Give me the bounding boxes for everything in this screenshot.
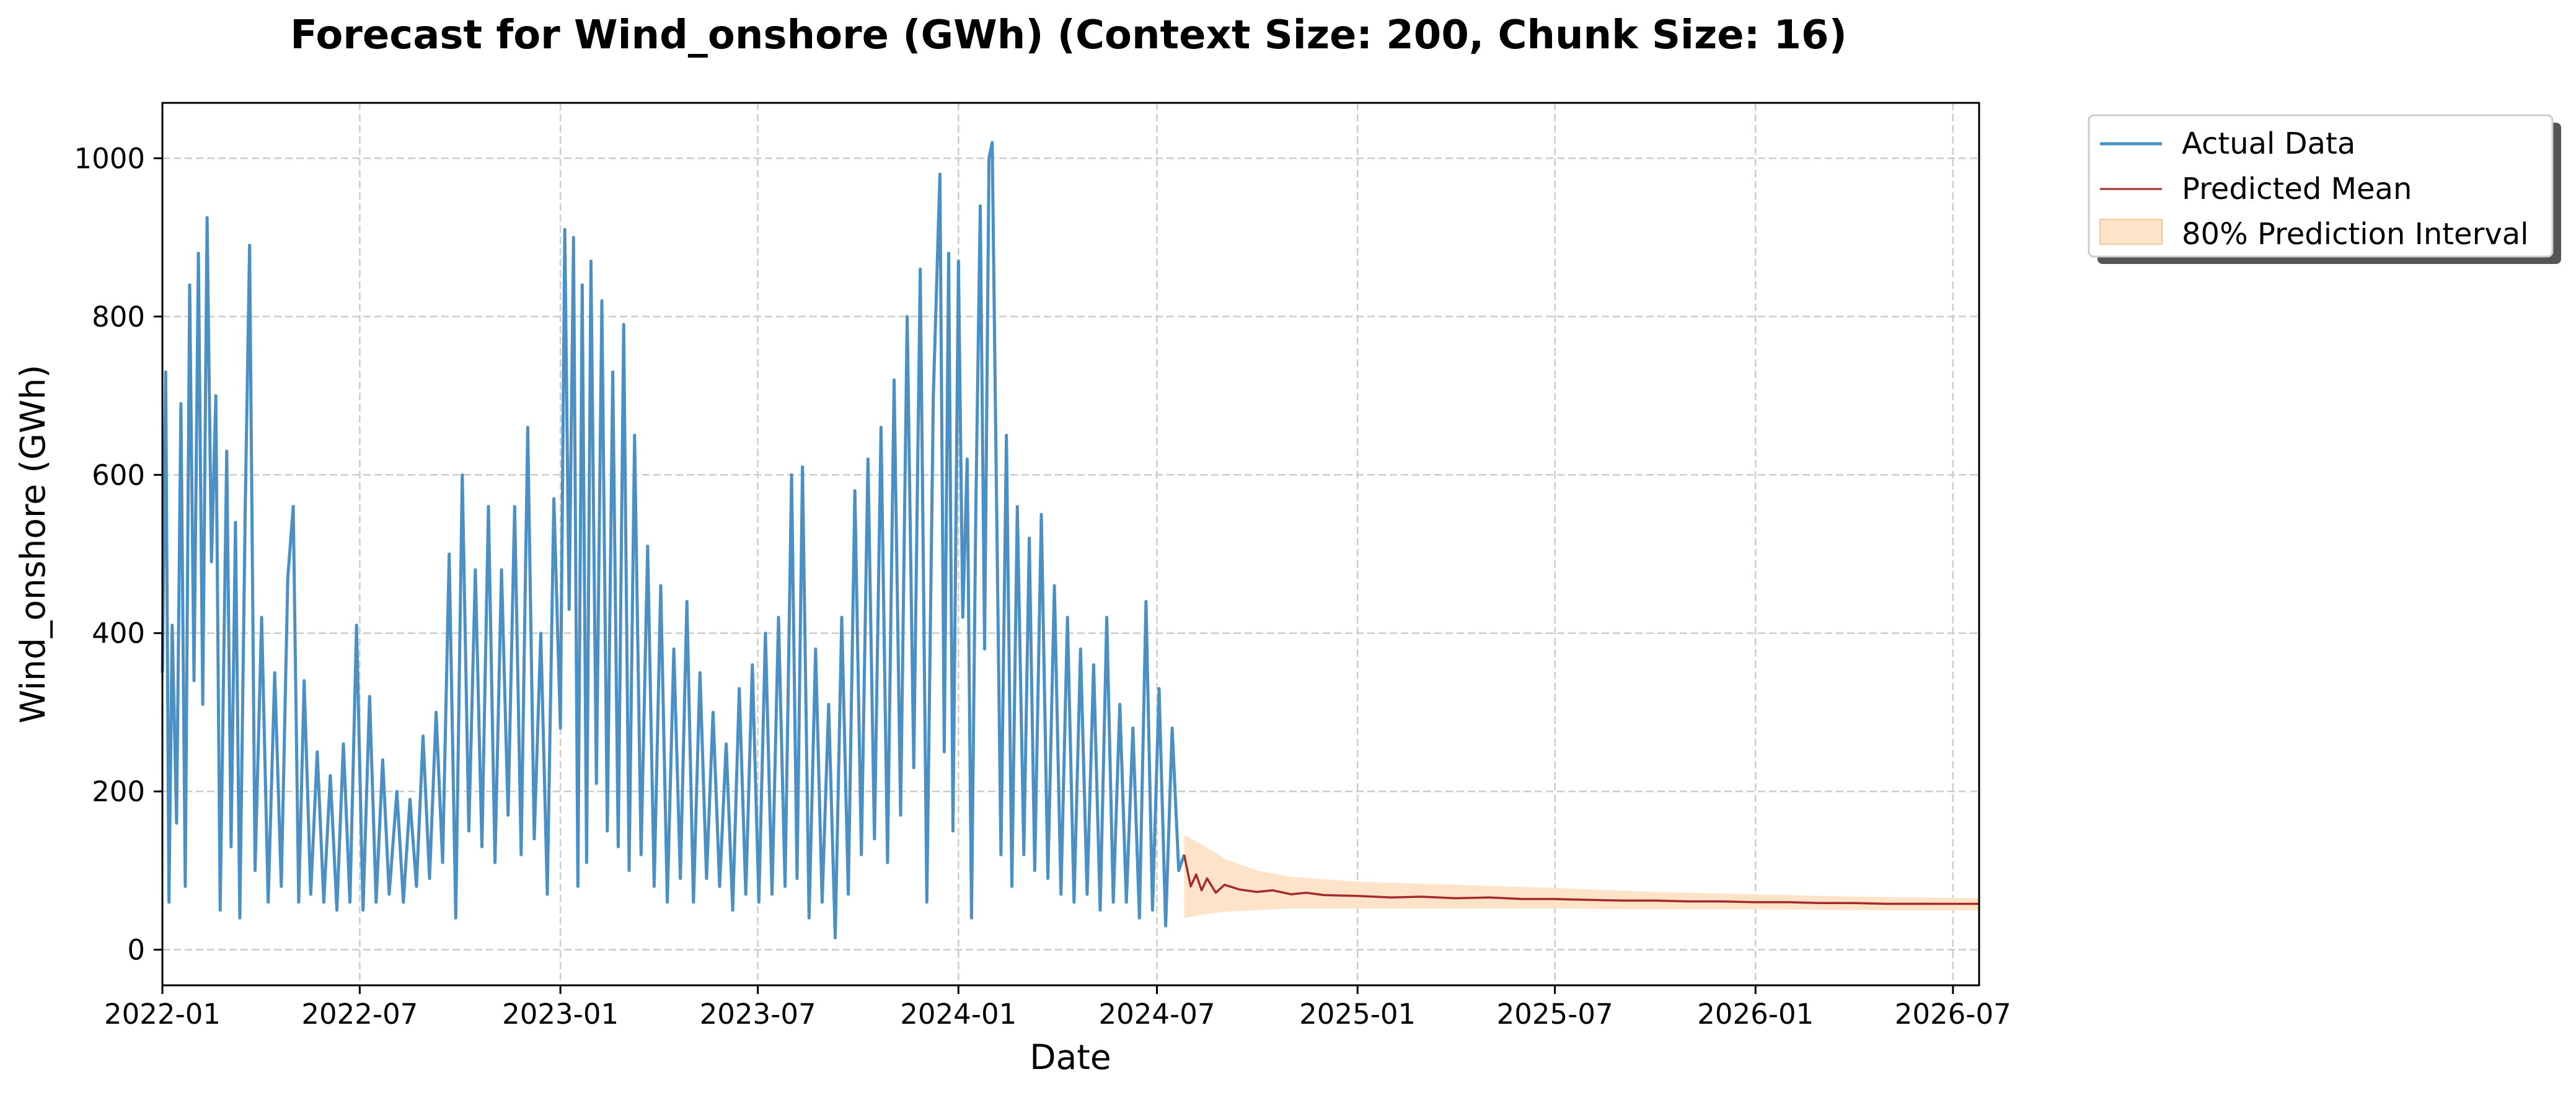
- y-axis-title: Wind_onshore (GWh): [13, 365, 53, 724]
- plot-frame: [161, 102, 1980, 987]
- x-tick-label: 2022-01: [104, 998, 221, 1031]
- legend-box: [2088, 114, 2554, 258]
- legend-label-prediction-interval: 80% Prediction Interval: [2182, 217, 2528, 252]
- y-tick-label: 0: [127, 934, 145, 967]
- y-tick-label: 200: [92, 775, 145, 808]
- y-tick-label: 600: [92, 459, 145, 491]
- x-tick-label: 2024-07: [1098, 998, 1215, 1031]
- y-tick-label: 1000: [74, 142, 145, 175]
- actual-data-line: [161, 141, 1186, 939]
- chart-title: Forecast for Wind_onshore (GWh) (Context…: [290, 12, 1847, 58]
- x-tick-label: 2023-07: [700, 998, 816, 1031]
- legend-label-predicted-mean: Predicted Mean: [2182, 172, 2412, 206]
- predicted-mean-layer: [1183, 854, 1979, 905]
- x-tick-label: 2022-07: [301, 998, 418, 1031]
- x-axis-title: Date: [1030, 1037, 1111, 1077]
- x-tick-label: 2023-01: [502, 998, 619, 1031]
- x-axis-ticks: 2022-01 2022-07 2023-01 2023-07 2024-01 2024-…: [104, 985, 2011, 1031]
- legend-label-actual-data: Actual Data: [2182, 126, 2355, 161]
- x-tick-label: 2026-07: [1895, 998, 2011, 1031]
- x-tick-label: 2024-01: [900, 998, 1017, 1031]
- y-tick-label: 800: [92, 301, 145, 333]
- actual-data-layer: [161, 141, 1186, 939]
- x-tick-label: 2025-07: [1497, 998, 1613, 1031]
- predicted-mean-line: [1183, 854, 1979, 905]
- legend-swatch-prediction-interval: [2099, 219, 2163, 245]
- x-tick-label: 2026-01: [1697, 998, 1814, 1031]
- y-tick-label: 400: [92, 617, 145, 650]
- y-axis-ticks: 0 200 400 600 800 1000: [74, 142, 162, 967]
- x-tick-label: 2025-01: [1299, 998, 1416, 1031]
- legend: Actual Data Predicted Mean 80% Predictio…: [2088, 114, 2561, 264]
